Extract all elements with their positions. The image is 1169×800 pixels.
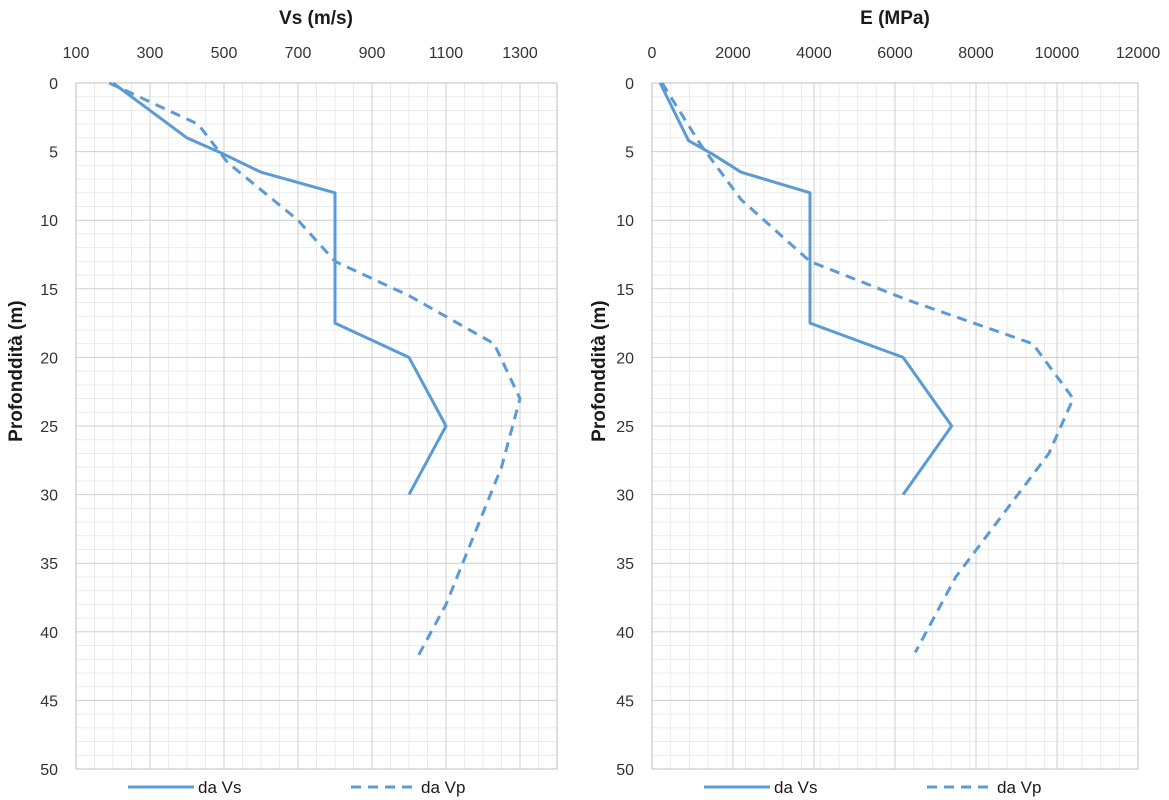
- y-tick-label: 0: [625, 76, 634, 93]
- y-tick-label: 5: [625, 145, 634, 162]
- legend-label: da Vs: [774, 778, 817, 797]
- y-axis-title: Profonddità (m): [6, 300, 27, 441]
- series-line-da-vp: [108, 81, 522, 660]
- y-tick-label: 0: [49, 76, 58, 93]
- y-tick-label: 15: [40, 282, 58, 299]
- x-axis-title: E (MPa): [860, 8, 930, 29]
- x-tick-label: 6000: [877, 45, 913, 62]
- x-tick-label: 500: [211, 45, 238, 62]
- series-line-da-vs: [112, 81, 448, 496]
- y-tick-label: 50: [40, 762, 58, 779]
- x-tick-label: 1300: [502, 45, 538, 62]
- y-tick-label: 25: [40, 419, 58, 436]
- y-axis-title: Profonddità (m): [589, 300, 610, 441]
- x-tick-label: 100: [63, 45, 90, 62]
- y-tick-label: 40: [616, 625, 634, 642]
- y-tick-label: 15: [616, 282, 634, 299]
- y-tick-label: 30: [616, 488, 634, 505]
- x-tick-label: 0: [648, 45, 657, 62]
- y-tick-label: 45: [40, 693, 58, 710]
- vs-depth-chart: 100 300 500 700 900 1100 1300 0 5 10 15 20 25 30 35 40 4…: [6, 8, 558, 797]
- x-tick-label: 10000: [1035, 45, 1080, 62]
- x-tick-label: 4000: [796, 45, 832, 62]
- x-tick-label: 900: [359, 45, 386, 62]
- plot-frame: [651, 82, 1139, 770]
- y-tick-label: 45: [616, 693, 634, 710]
- x-tick-label: 700: [285, 45, 312, 62]
- y-tick-label: 5: [49, 145, 58, 162]
- x-axis-title: Vs (m/s): [279, 8, 353, 29]
- x-tick-label: 2000: [715, 45, 751, 62]
- e-depth-chart: 0 2000 4000 6000 8000 10000 12000 0 5 10 15 20 25 30 3…: [589, 8, 1160, 797]
- plot-frame: [75, 82, 558, 770]
- y-tick-label: 25: [616, 419, 634, 436]
- y-tick-label: 20: [616, 350, 634, 367]
- y-tick-label: 50: [616, 762, 634, 779]
- x-tick-label: 300: [137, 45, 164, 62]
- x-tick-label: 1100: [429, 45, 464, 62]
- series-line-da-vp: [660, 82, 1075, 654]
- series-line-da-vs: [658, 82, 954, 496]
- y-tick-label: 30: [40, 488, 58, 505]
- y-tick-label: 10: [616, 213, 634, 230]
- legend-label: da Vp: [997, 778, 1041, 797]
- x-tick-label: 8000: [958, 45, 994, 62]
- x-tick-label: 12000: [1116, 45, 1161, 62]
- y-tick-label: 35: [40, 556, 58, 573]
- y-tick-label: 10: [40, 213, 58, 230]
- y-tick-label: 35: [616, 556, 634, 573]
- y-tick-label: 40: [40, 625, 58, 642]
- y-tick-label: 20: [40, 350, 58, 367]
- legend-label: da Vs: [198, 778, 241, 797]
- legend-label: da Vp: [421, 778, 465, 797]
